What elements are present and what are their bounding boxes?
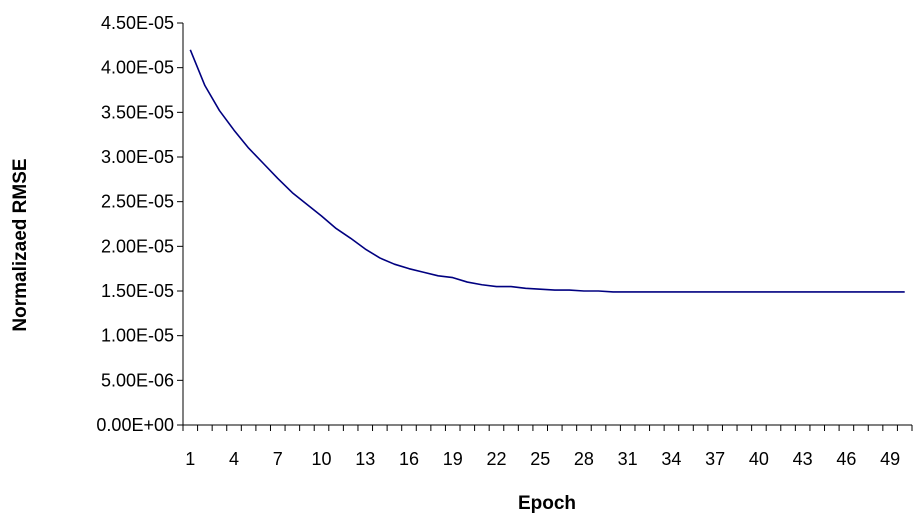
x-axis-title: Epoch xyxy=(518,493,576,514)
series-group xyxy=(189,49,905,293)
y-tick-label: 3.50E-05 xyxy=(101,102,174,122)
x-tick-label: 31 xyxy=(618,449,638,469)
x-tick-label: 19 xyxy=(443,449,463,469)
x-tick-label: 22 xyxy=(486,449,506,469)
y-tick-label: 2.00E-05 xyxy=(101,236,174,256)
x-tick-label: 46 xyxy=(836,449,856,469)
x-tick-label: 34 xyxy=(661,449,681,469)
y-tick-label: 4.50E-05 xyxy=(101,13,174,33)
x-axis: 1 4 7 10 13 16 19 22 25 28 31 34 37 40 43 46 49 xyxy=(182,424,913,469)
x-tick-label: 25 xyxy=(530,449,550,469)
x-tick-label: 28 xyxy=(574,449,594,469)
y-tick-label: 2.50E-05 xyxy=(101,192,174,212)
y-tick-label: 0.00E+00 xyxy=(96,415,174,435)
x-tick-label: 13 xyxy=(355,449,375,469)
y-tick-label: 4.00E-05 xyxy=(101,58,174,78)
x-tick-label: 40 xyxy=(749,449,769,469)
y-axis-title: Normalizaed RMSE xyxy=(10,158,31,331)
x-tick-label: 43 xyxy=(793,449,813,469)
x-tick-label: 16 xyxy=(399,449,419,469)
x-tick-label: 1 xyxy=(185,449,195,469)
y-tick-label: 1.50E-05 xyxy=(101,281,174,301)
y-tick-label: 5.00E-06 xyxy=(101,370,174,390)
x-tick-label: 10 xyxy=(311,449,331,469)
y-tick-label: 3.00E-05 xyxy=(101,147,174,167)
x-tick-label: 4 xyxy=(229,449,239,469)
x-tick-label: 7 xyxy=(273,449,283,469)
y-tick-label: 1.00E-05 xyxy=(101,326,174,346)
x-tick-label: 49 xyxy=(880,449,900,469)
series-line xyxy=(189,49,905,293)
y-axis: 0.00E+00 5.00E-06 1.00E-05 1.50E-05 2.00E-05… xyxy=(96,13,184,435)
x-tick-label: 37 xyxy=(705,449,725,469)
